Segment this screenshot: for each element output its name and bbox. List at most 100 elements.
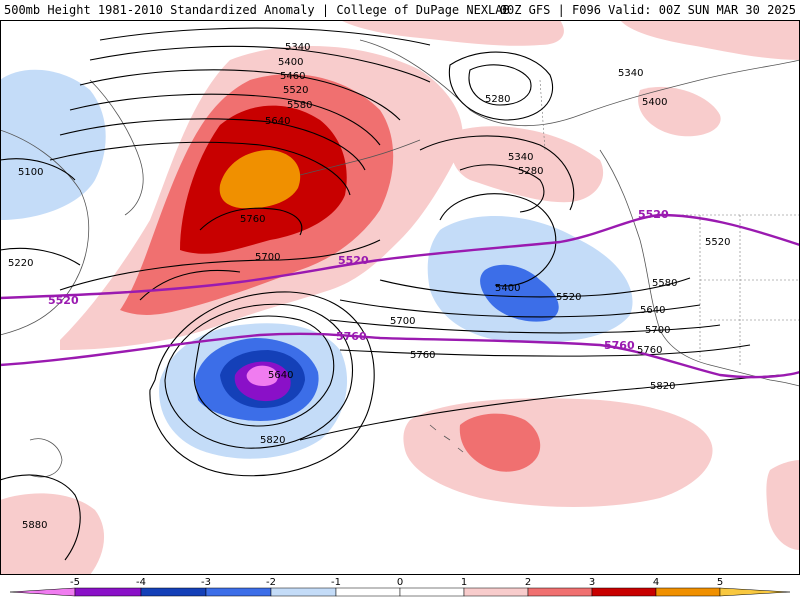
contour-5520-highlight [0,213,800,300]
coastlines [0,39,800,478]
label-5400-b: 5400 [495,283,520,294]
label-5640-b: 5640 [640,305,665,316]
label-5580-b: 5580 [652,278,677,289]
anomaly-map: 5340 5400 5460 5520 5580 5640 5760 5700 … [0,20,800,575]
label-5760-highlight-west: 5760 [336,330,367,343]
contour-low-ring-1 [468,64,532,106]
colorbar-swatch-pos1-pos2 [463,587,529,597]
contour-sw-low-3 [149,291,375,477]
colorbar-swatch-neg2-neg1 [270,587,337,597]
contour-label-group: 5340 5400 5460 5520 5580 5640 5760 5700 … [8,42,730,531]
label-5400-c: 5400 [642,97,667,108]
contour-5760-east [339,344,751,357]
contour-5580 [59,118,366,171]
contour-5820-east [299,374,781,441]
pos1-region-northeast [620,20,800,60]
label-5520-a: 5520 [283,85,308,96]
colorbar-tick-neg5: -5 [70,577,80,588]
label-5820-b: 5820 [260,435,285,446]
coastline-bc [599,149,661,331]
pos1-region-southwest-corner [0,493,105,575]
colorbar-tick-neg2: -2 [266,577,276,588]
label-5340-a: 5340 [285,42,310,53]
neg2-region-central [480,264,559,322]
label-5640-a: 5640 [265,116,290,127]
label-5580: 5580 [287,100,312,111]
colorbar-svg: -5 -4 -3 -2 -1 0 1 2 3 4 5 [9,577,791,597]
colorbar-tick-labels: -5 -4 -3 -2 -1 0 1 2 3 4 5 [70,577,723,588]
colorbar: -5 -4 -3 -2 -1 0 1 2 3 4 5 [0,575,800,600]
contour-5460 [79,69,401,121]
coastline-alaska [359,39,800,127]
contour-5700-east [329,319,721,334]
label-5100: 5100 [18,167,43,178]
label-5520-b: 5520 [556,292,581,303]
label-5700-a: 5700 [255,252,280,263]
colorbar-swatch-neg3-neg2 [205,587,272,597]
colorbar-swatch-0-pos1 [399,587,465,597]
contour-5640-north [49,141,351,196]
header-bar: 500mb Height 1981-2010 Standardized Anom… [0,0,800,20]
coastline-kamchatka [89,79,144,216]
label-5760-highlight-east: 5760 [604,339,635,352]
colorbar-swatches [9,587,791,597]
label-5220: 5220 [8,258,33,269]
label-5280-a: 5280 [485,94,510,105]
label-5280-b: 5280 [518,166,543,177]
label-5520-highlight-west: 5520 [48,294,79,307]
label-5400-a: 5400 [278,57,303,68]
neg5-region-southwest [246,365,278,387]
label-5700-c: 5700 [390,316,415,327]
contour-5280-east [459,164,545,213]
colorbar-swatch-pos4-pos5 [655,587,721,597]
coastline-hawaii [429,424,464,453]
colorbar-tick-pos5: 5 [717,577,723,588]
coastline-asia [0,129,90,336]
label-5460: 5460 [280,71,305,82]
label-5340-c: 5340 [618,68,643,79]
contour-5100-west [0,158,76,181]
contour-5700-mid [59,239,381,291]
label-5520-c: 5520 [705,237,730,248]
label-5700-b: 5700 [645,325,670,336]
colorbar-tick-pos1: 1 [461,577,467,588]
contour-low-ring-2 [448,51,554,121]
colorbar-arrow-left [9,587,76,597]
colorbar-tick-pos2: 2 [525,577,531,588]
contour-5580-east [379,277,691,298]
pos1-region-alaska [451,126,604,203]
pos2-region-southeast [459,413,541,472]
colorbar-swatch-neg1-0 [335,587,401,597]
label-5880: 5880 [22,520,47,531]
contour-5400-north [89,45,431,83]
pos1-region-east [638,86,721,137]
contour-5520-north [69,93,381,146]
map-panel: 5340 5400 5460 5520 5580 5640 5760 5700 … [0,20,800,575]
colorbar-swatch-neg5-neg4 [74,587,142,597]
colorbar-tick-neg3: -3 [201,577,211,588]
contour-5760-highlight [0,332,800,379]
label-5760-a: 5760 [240,214,265,225]
colorbar-tick-neg1: -1 [331,577,341,588]
contour-5220-west [0,247,81,266]
pos4-region-west [219,150,301,209]
contour-5400-east [439,193,557,287]
anomaly-fills [0,20,800,575]
contour-5760-north [199,207,303,236]
label-5520-highlight-central: 5520 [338,254,369,267]
pos1-region-east-edge [766,460,800,550]
contour-5640-east [339,299,701,318]
label-5760-c: 5760 [410,350,435,361]
model-run-info: 00Z GFS | F096 Valid: 00Z SUN MAR 30 202… [499,3,796,17]
coastline-aleutians [299,139,421,176]
contour-sw-low-2 [164,303,354,449]
label-5340-b: 5340 [508,152,533,163]
height-contours [0,27,781,561]
contour-sw-low-1 [193,315,335,427]
colorbar-tick-neg4: -4 [136,577,146,588]
colorbar-arrow-right [719,587,791,597]
contour-5340-north [99,27,431,46]
colorbar-tick-pos3: 3 [589,577,595,588]
label-5820-a: 5820 [650,381,675,392]
coastline-uswest [659,329,800,387]
